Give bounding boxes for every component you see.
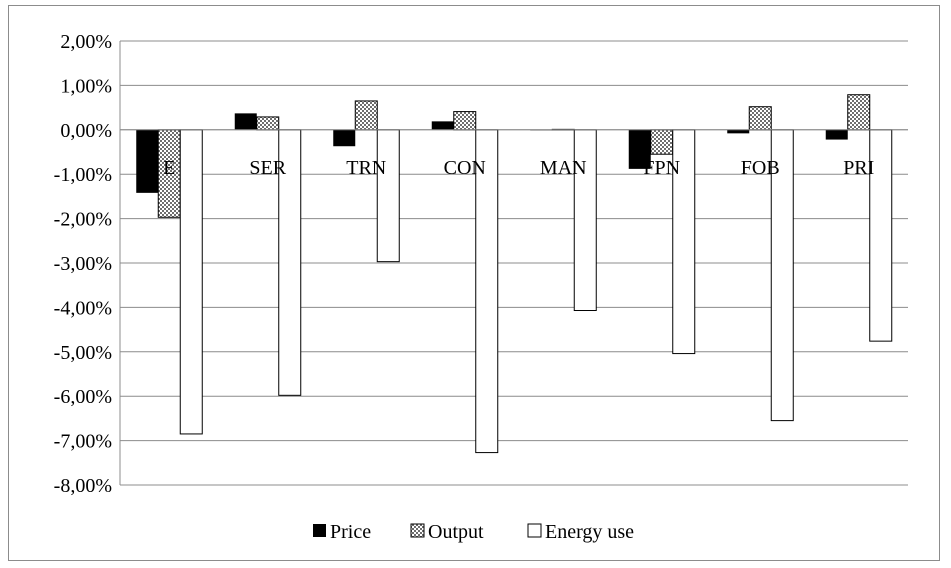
- bars: [120, 94, 908, 454]
- legend-swatch: [313, 524, 326, 537]
- bar-output-trn: [354, 100, 378, 131]
- legend-label: Energy use: [545, 521, 634, 543]
- bar-output-con: [453, 111, 477, 131]
- bar-price-con: [431, 121, 454, 130]
- bar-output-fpn: [650, 129, 674, 155]
- y-tick-label: 0,00%: [60, 120, 112, 142]
- category-label: PRI: [843, 157, 874, 179]
- y-tick-label: -7,00%: [54, 431, 112, 453]
- category-label: E: [163, 157, 175, 179]
- bar-output-ser: [256, 116, 280, 131]
- y-tick-label: -1,00%: [54, 164, 112, 186]
- y-tick-label: 1,00%: [60, 75, 112, 97]
- category-label: CON: [444, 157, 486, 179]
- bar-price-fob: [727, 129, 750, 134]
- bar-energy-use-trn: [376, 129, 400, 263]
- legend-swatch: [410, 523, 425, 538]
- bar-price-ser: [234, 113, 257, 130]
- category-label: FPN: [643, 157, 680, 179]
- bar-output-pri: [847, 94, 871, 131]
- bar-energy-use-e: [179, 129, 203, 435]
- y-axis: 2,00% 1,00% 0,00% -1,00% -2,00% -3,00% -4,00% -…: [54, 31, 121, 497]
- y-tick-label: -8,00%: [54, 475, 112, 497]
- legend-label: Price: [330, 521, 371, 543]
- legend: Price Output Energy use: [313, 521, 634, 543]
- category-label: TRN: [346, 157, 386, 179]
- bar-price-pri: [825, 129, 848, 140]
- bar-price-fpn: [628, 129, 651, 169]
- y-tick-label: -3,00%: [54, 253, 112, 275]
- y-tick-label: -2,00%: [54, 209, 112, 231]
- bar-price-trn: [333, 129, 356, 147]
- category-label: FOB: [741, 157, 780, 179]
- category-labels: E SER TRN CON MAN FPN FOB PRI: [163, 157, 874, 179]
- bar-price-e: [136, 129, 159, 193]
- legend-label: Output: [428, 521, 484, 543]
- y-tick-label: -6,00%: [54, 386, 112, 408]
- category-label: MAN: [540, 157, 587, 179]
- y-tick-label: -5,00%: [54, 342, 112, 364]
- y-tick-label: -4,00%: [54, 297, 112, 319]
- legend-swatch: [527, 523, 542, 538]
- bar-output-fob: [748, 106, 772, 131]
- y-tick-label: 2,00%: [60, 31, 112, 53]
- category-label: SER: [249, 157, 286, 179]
